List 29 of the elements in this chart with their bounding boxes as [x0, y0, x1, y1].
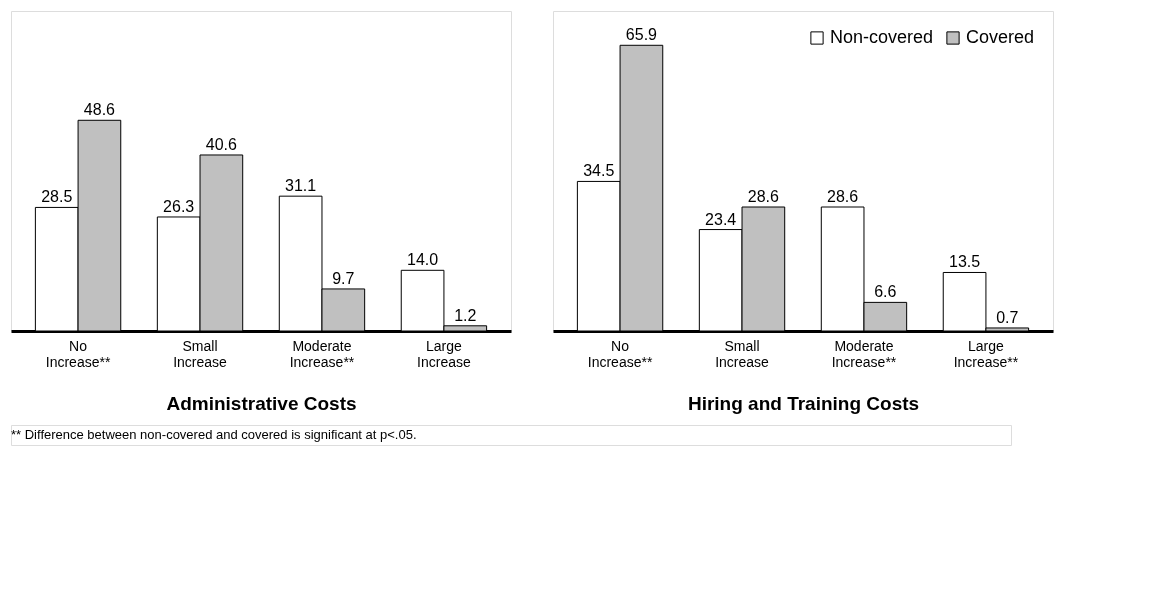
data-label: 14.0 — [407, 251, 439, 269]
text: ** Difference between non-covered and covered is significant at p<.05. — [11, 427, 417, 442]
data-label: 65.9 — [625, 26, 658, 44]
data-label: 28.6 — [747, 188, 780, 205]
data-label: 28.5 — [41, 188, 73, 206]
data-label: 26.3 — [163, 197, 195, 215]
x-tick-label: Large Increase — [417, 337, 471, 370]
legend-label: Non-covered — [830, 27, 934, 47]
legend-label: Covered — [966, 27, 1035, 47]
x-axis-title: Hiring and Training Costs — [687, 392, 920, 414]
data-label: 0.7 — [996, 308, 1019, 326]
data-label: 28.6 — [827, 188, 859, 205]
x-tick-label: No Increase** — [45, 337, 111, 370]
data-label: 13.5 — [949, 253, 981, 271]
x-tick-label: Small Increase — [173, 337, 228, 370]
data-label: 9.7 — [332, 269, 355, 287]
x-tick-label: No Increase** — [587, 337, 653, 370]
data-label: 40.6 — [205, 135, 238, 153]
data-label: 31.1 — [285, 177, 317, 195]
x-tick-label: Moderate Increase** — [831, 337, 897, 370]
x-tick-label: Large Increase** — [953, 337, 1019, 370]
data-label: 23.4 — [705, 210, 737, 228]
x-tick-label: Moderate Increase** — [289, 337, 355, 370]
x-tick-label: Small Increase — [715, 337, 770, 370]
data-label: 1.2 — [454, 306, 477, 324]
data-label: 48.6 — [83, 101, 116, 119]
data-label: 34.5 — [583, 162, 615, 180]
data-label: 6.6 — [874, 283, 897, 301]
x-axis-title: Administrative Costs — [166, 392, 357, 414]
